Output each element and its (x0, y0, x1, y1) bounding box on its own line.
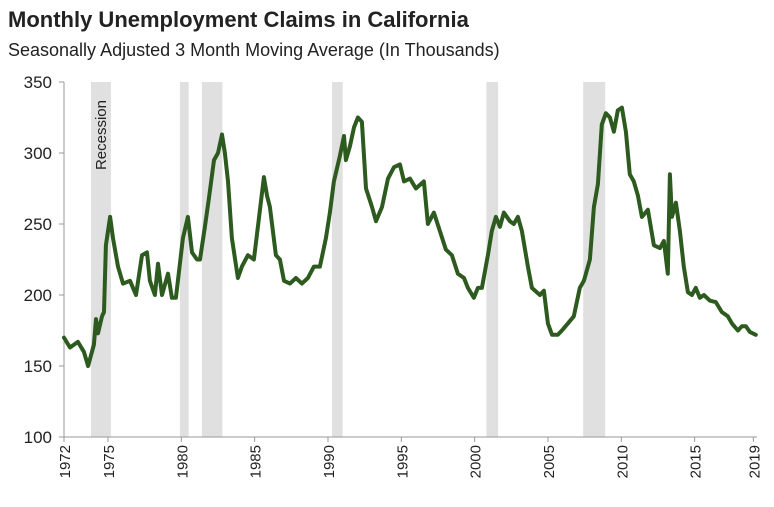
x-tick-label: 2005 (541, 445, 558, 478)
x-tick-label: 2015 (688, 445, 705, 478)
chart-subtitle: Seasonally Adjusted 3 Month Moving Avera… (8, 40, 500, 60)
recession-band (486, 82, 499, 437)
recession-band (331, 82, 343, 437)
x-tick-label: 2010 (614, 445, 631, 478)
y-tick-label: 250 (24, 215, 52, 234)
x-tick-label: 1985 (248, 445, 265, 478)
x-tick-label: 1972 (57, 445, 74, 478)
recession-band (90, 82, 111, 437)
y-tick-label: 150 (24, 357, 52, 376)
x-tick-label: 2000 (468, 445, 485, 478)
y-tick-label: 100 (24, 428, 52, 447)
y-tick-label: 350 (24, 73, 52, 92)
data-line (62, 105, 758, 368)
x-tick-label: 1975 (101, 445, 118, 478)
y-tick-label: 200 (24, 286, 52, 305)
x-tick-label: 2019 (746, 445, 763, 478)
x-tick-label: 1990 (321, 445, 338, 478)
x-tick-label: 1980 (174, 445, 191, 478)
chart-title: Monthly Unemployment Claims in Californi… (8, 7, 470, 32)
y-tick-label: 300 (24, 144, 52, 163)
x-tick-label: 1995 (394, 445, 411, 478)
recession-label: Recession (93, 100, 110, 170)
recession-band (201, 82, 223, 437)
recession-band (179, 82, 189, 437)
